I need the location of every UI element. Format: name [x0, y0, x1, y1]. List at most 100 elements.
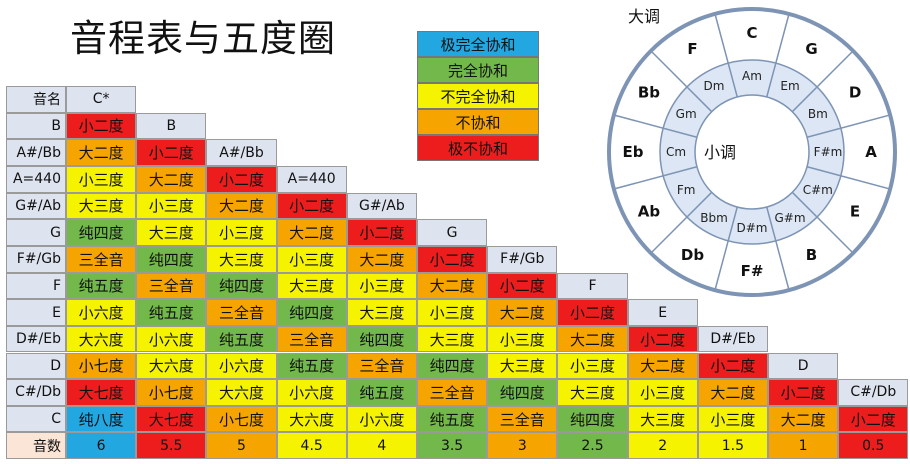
row-label: G#/Ab	[6, 192, 66, 220]
major-key-label: B	[806, 246, 817, 264]
interval-cell: 纯四度	[557, 405, 628, 433]
interval-cell: 大二度	[487, 299, 558, 326]
interval-cell: 小三度	[627, 379, 698, 406]
interval-cell: 小二度	[136, 139, 207, 166]
major-key-label: E	[850, 203, 860, 221]
major-key-label: G	[805, 40, 817, 58]
column-header: A=440	[276, 165, 347, 193]
beat-value: 0.5	[838, 432, 909, 460]
minor-key-label: Gm	[676, 107, 697, 121]
row-label: B	[6, 112, 66, 140]
minor-key-label: Am	[742, 69, 762, 83]
beat-value: 4	[346, 432, 417, 460]
row-label: E	[6, 299, 66, 326]
interval-cell: 纯五度	[346, 379, 417, 406]
interval-cell: 小七度	[206, 405, 277, 433]
interval-cell: 大二度	[557, 325, 628, 353]
interval-cell: 小三度	[276, 245, 347, 273]
legend-item: 不协和	[417, 109, 539, 135]
interval-cell: 大二度	[627, 352, 698, 380]
column-header: F	[557, 272, 628, 300]
interval-cell: 三全音	[66, 245, 137, 273]
minor-key-label: C#m	[803, 183, 833, 197]
interval-cell: 小二度	[487, 272, 558, 300]
interval-cell: 大三度	[136, 219, 207, 246]
minor-key-label: Fm	[677, 183, 696, 197]
sector-divider	[791, 50, 854, 113]
interval-cell: 大二度	[768, 405, 839, 433]
interval-cell: 大七度	[66, 379, 137, 406]
interval-cell: 大六度	[136, 352, 207, 380]
interval-cell: 三全音	[417, 379, 488, 406]
interval-cell: 小二度	[66, 112, 137, 140]
major-key-label: F	[687, 40, 697, 58]
interval-cell: 小三度	[66, 165, 137, 193]
interval-cell: 大六度	[206, 379, 277, 406]
interval-cell: 纯五度	[276, 352, 347, 380]
beat-value: 1.5	[697, 432, 768, 460]
beat-value: 4.5	[276, 432, 347, 460]
major-key-label: A	[865, 143, 877, 161]
center-disc	[694, 94, 810, 210]
row-label: C#/Db	[6, 379, 66, 406]
interval-cell: 纯五度	[136, 299, 207, 326]
row-label: F	[6, 272, 66, 300]
sector-divider	[714, 13, 738, 98]
interval-cell: 三全音	[346, 352, 417, 380]
beat-value: 3.5	[417, 432, 488, 460]
sector-divider	[791, 191, 854, 254]
interval-cell: 小六度	[206, 352, 277, 380]
beat-value: 6	[66, 432, 137, 460]
sector-divider	[806, 114, 891, 138]
sector-divider	[766, 13, 790, 98]
beat-value: 5	[206, 432, 277, 460]
interval-cell: 三全音	[206, 299, 277, 326]
sector-divider	[613, 114, 698, 138]
sector-divider	[766, 206, 790, 291]
minor-key-label: Bbm	[700, 211, 728, 225]
sector-divider	[613, 166, 698, 190]
interval-cell: 小六度	[346, 405, 417, 433]
interval-cell: 大二度	[206, 192, 277, 220]
column-header: B	[136, 112, 207, 140]
interval-cell: 小三度	[417, 299, 488, 326]
interval-cell: 小三度	[206, 219, 277, 246]
interval-cell: 小三度	[697, 405, 768, 433]
column-header: C*	[66, 86, 137, 113]
major-key-label: D	[849, 84, 861, 102]
interval-cell: 大三度	[417, 325, 488, 353]
beat-value: 3	[487, 432, 558, 460]
legend-item: 极完全协和	[417, 31, 539, 57]
column-header: G#/Ab	[346, 192, 417, 220]
minor-key-label: Bm	[808, 107, 828, 121]
interval-cell: 大六度	[66, 325, 137, 353]
interval-cell: 小三度	[346, 272, 417, 300]
column-header: A#/Bb	[206, 139, 277, 166]
column-header: G	[417, 219, 488, 246]
interval-cell: 小二度	[417, 245, 488, 273]
column-header: E	[627, 299, 698, 326]
legend-item: 完全协和	[417, 57, 539, 83]
column-header: C#/Db	[838, 379, 909, 406]
column-header: F#/Gb	[487, 245, 558, 273]
interval-cell: 大七度	[136, 405, 207, 433]
row-label: G	[6, 219, 66, 246]
sector-divider	[650, 50, 713, 113]
interval-cell: 小六度	[276, 379, 347, 406]
interval-cell: 小三度	[136, 192, 207, 220]
interval-cell: 小六度	[136, 325, 207, 353]
interval-cell: 小二度	[838, 405, 909, 433]
interval-cell: 大三度	[557, 379, 628, 406]
interval-cell: 纯五度	[417, 405, 488, 433]
row-label: A=440	[6, 165, 66, 193]
interval-cell: 大二度	[697, 379, 768, 406]
interval-cell: 大三度	[627, 405, 698, 433]
interval-cell: 大三度	[487, 352, 558, 380]
interval-cell: 纯八度	[66, 405, 137, 433]
interval-cell: 大二度	[66, 139, 137, 166]
interval-cell: 纯四度	[346, 325, 417, 353]
interval-cell: 小二度	[627, 325, 698, 353]
row-label: F#/Gb	[6, 245, 66, 273]
beat-value: 2.5	[557, 432, 628, 460]
row-label: C	[6, 405, 66, 433]
